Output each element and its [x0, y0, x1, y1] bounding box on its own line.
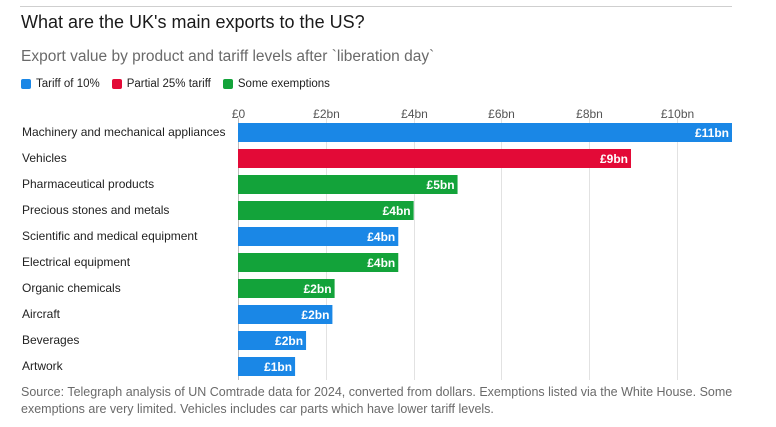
top-rule: [20, 6, 732, 7]
legend-label: Partial 25% tariff: [126, 78, 211, 90]
legend-item-tariff-10: Tariff of 10%: [21, 78, 100, 90]
data-label: £4bn: [367, 256, 395, 270]
chart-title: What are the UK's main exports to the US…: [21, 12, 365, 32]
data-label: £2bn: [275, 334, 303, 348]
bar: [238, 279, 335, 298]
bar: [238, 357, 296, 376]
bar: [238, 149, 632, 168]
category-label: Electrical equipment: [22, 255, 131, 269]
category-label: Artwork: [22, 359, 64, 373]
category-label: Precious stones and metals: [22, 203, 169, 217]
data-label: £4bn: [383, 204, 411, 218]
bar: [238, 253, 399, 272]
chart-subtitle: Export value by product and tariff level…: [21, 48, 435, 65]
data-label: £4bn: [367, 230, 395, 244]
data-label: £9bn: [600, 152, 628, 166]
legend-label: Tariff of 10%: [36, 78, 100, 90]
bar: [238, 175, 458, 194]
bar: [238, 201, 414, 220]
x-tick-label: £6bn: [488, 107, 515, 121]
category-label: Machinery and mechanical appliances: [22, 125, 225, 139]
data-label: £2bn: [301, 308, 329, 322]
data-label: £1bn: [264, 360, 292, 374]
category-label: Pharmaceutical products: [22, 177, 154, 191]
legend-swatch-green: [222, 79, 233, 89]
legend-swatch-red: [111, 79, 122, 89]
category-label: Vehicles: [22, 151, 67, 165]
category-label: Scientific and medical equipment: [22, 229, 198, 243]
bar: [238, 305, 333, 324]
x-tick-label: £10bn: [661, 107, 694, 121]
bar: [238, 123, 732, 142]
x-tick-label: £4bn: [401, 107, 428, 121]
data-label: £11bn: [695, 126, 729, 140]
category-label: Beverages: [22, 333, 79, 347]
legend-item-exemptions: Some exemptions: [222, 78, 330, 90]
category-label: Aircraft: [22, 307, 61, 321]
x-tick-label: £0: [232, 107, 246, 121]
bar: [238, 227, 399, 246]
legend-swatch-blue: [21, 79, 31, 89]
category-label: Organic chemicals: [22, 281, 121, 295]
x-tick-label: £8bn: [576, 107, 603, 121]
legend-label: Some exemptions: [237, 78, 330, 90]
data-label: £5bn: [427, 178, 455, 192]
source-note: Source: Telegraph analysis of UN Comtrad…: [21, 385, 733, 416]
legend: Tariff of 10% Partial 25% tariff Some ex…: [21, 78, 342, 90]
data-label: £2bn: [304, 282, 332, 296]
bar: [238, 331, 307, 350]
x-tick-label: £2bn: [313, 107, 340, 121]
legend-item-partial-25: Partial 25% tariff: [111, 78, 211, 90]
